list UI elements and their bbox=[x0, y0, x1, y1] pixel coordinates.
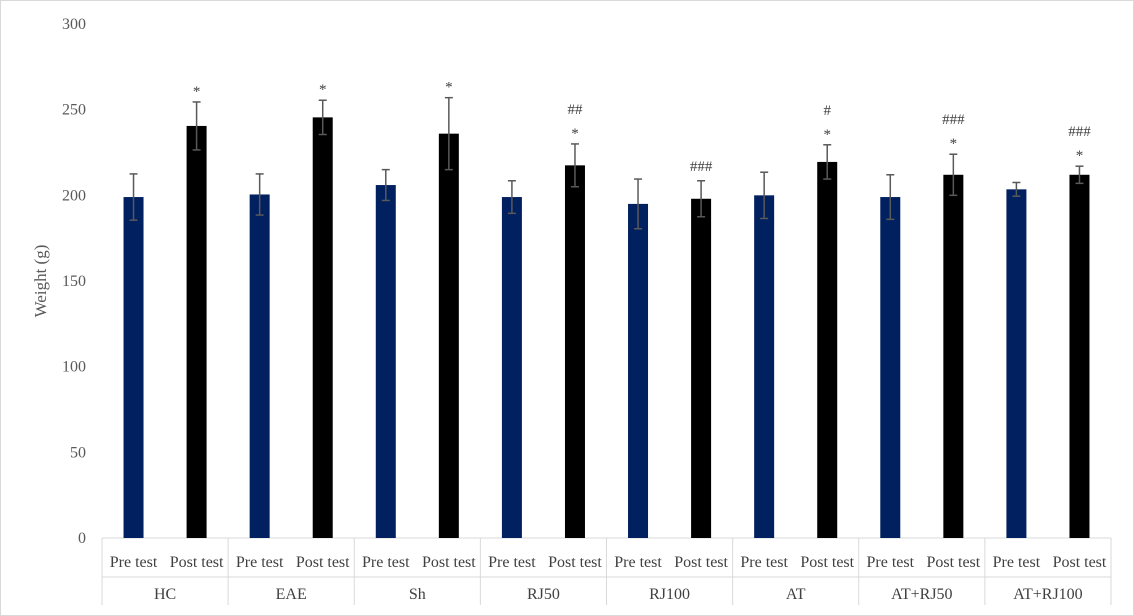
bar-pre-test bbox=[502, 197, 522, 538]
x-group-label: EAE bbox=[276, 586, 307, 603]
x-group-label: AT+RJ50 bbox=[891, 586, 952, 603]
x-tick-label: Post test bbox=[296, 554, 350, 571]
x-tick-label: Pre test bbox=[993, 554, 1041, 571]
bar-pre-test bbox=[1006, 189, 1026, 538]
bar-pre-test bbox=[124, 197, 144, 538]
bar-pre-test bbox=[376, 185, 396, 538]
x-tick-label: Pre test bbox=[110, 554, 158, 571]
x-tick-label: Pre test bbox=[614, 554, 662, 571]
significance-label: * bbox=[445, 80, 453, 96]
x-group-label: AT+RJ100 bbox=[1013, 586, 1082, 603]
bar-pre-test bbox=[628, 204, 648, 538]
bar-post-test bbox=[439, 134, 459, 538]
significance-label: * bbox=[319, 82, 327, 98]
x-group-label: RJ100 bbox=[649, 586, 690, 603]
x-tick-label: Pre test bbox=[362, 554, 410, 571]
y-tick-label: 150 bbox=[62, 273, 86, 290]
x-tick-label: Post test bbox=[548, 554, 602, 571]
bar-post-test bbox=[1069, 175, 1089, 538]
x-tick-label: Post test bbox=[674, 554, 728, 571]
bar-post-test bbox=[313, 117, 333, 538]
x-tick-label: Pre test bbox=[488, 554, 536, 571]
bar-post-test bbox=[943, 175, 963, 538]
significance-label: # bbox=[823, 103, 831, 119]
significance-label: * bbox=[950, 136, 958, 152]
x-group-label: HC bbox=[154, 586, 176, 603]
x-tick-label: Pre test bbox=[740, 554, 788, 571]
significance-label: ### bbox=[690, 159, 713, 175]
x-group-label: AT bbox=[786, 586, 806, 603]
bar-pre-test bbox=[880, 197, 900, 538]
y-tick-label: 250 bbox=[62, 102, 86, 119]
x-tick-label: Post test bbox=[170, 554, 224, 571]
bar-post-test bbox=[187, 126, 207, 538]
significance-label: ### bbox=[942, 112, 965, 128]
bar-post-test bbox=[565, 165, 585, 538]
bar-pre-test bbox=[754, 195, 774, 538]
x-tick-label: Pre test bbox=[867, 554, 915, 571]
x-tick-label: Post test bbox=[800, 554, 854, 571]
significance-label: * bbox=[823, 127, 831, 143]
significance-label: * bbox=[193, 84, 201, 100]
y-tick-label: 100 bbox=[62, 359, 86, 376]
bar-pre-test bbox=[250, 194, 270, 538]
significance-label: ## bbox=[567, 102, 583, 118]
y-tick-label: 300 bbox=[62, 16, 86, 33]
y-axis-label: Weight (g) bbox=[31, 245, 50, 318]
x-group-label: RJ50 bbox=[527, 586, 560, 603]
x-tick-label: Post test bbox=[926, 554, 980, 571]
y-tick-label: 0 bbox=[78, 530, 86, 547]
x-tick-label: Pre test bbox=[236, 554, 284, 571]
y-tick-label: 50 bbox=[70, 444, 86, 461]
y-tick-label: 200 bbox=[62, 187, 86, 204]
x-tick-label: Post test bbox=[1053, 554, 1107, 571]
x-tick-label: Post test bbox=[422, 554, 476, 571]
significance-label: ### bbox=[1068, 124, 1091, 140]
bar-post-test bbox=[817, 162, 837, 538]
significance-label: * bbox=[1076, 148, 1084, 164]
bar-post-test bbox=[691, 199, 711, 538]
x-group-label: Sh bbox=[409, 586, 426, 603]
significance-label: * bbox=[571, 126, 579, 142]
